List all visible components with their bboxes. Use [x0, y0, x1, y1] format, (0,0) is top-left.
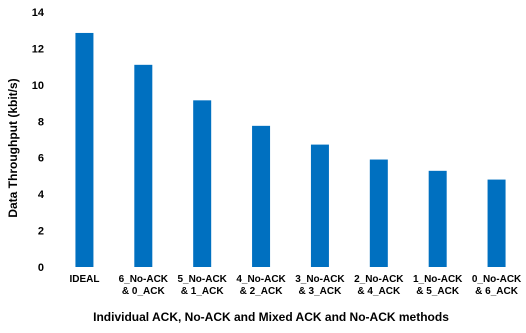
x-tick-label: 4_No-ACK & 2_ACK [236, 274, 286, 297]
x-tick-label: 6_No-ACK & 0_ACK [119, 274, 169, 297]
bar [487, 179, 506, 267]
bar [310, 144, 329, 267]
y-tick-label: 8 [38, 116, 44, 128]
y-tick-label: 6 [38, 153, 44, 165]
x-axis-ticks: IDEAL 6_No-ACK & 0_ACK 5_No-ACK & 1_ACK 4_No-… [69, 274, 522, 297]
y-axis-ticks: 0 2 4 6 8 10 12 14 [32, 7, 45, 274]
bar [428, 170, 447, 267]
bar [369, 159, 388, 267]
y-tick-label: 2 [38, 226, 44, 238]
bars-group [75, 32, 506, 268]
bar [134, 64, 153, 267]
bar [193, 100, 212, 267]
y-tick-label: 10 [32, 80, 44, 92]
x-tick-label: 1_No-ACK & 5_ACK [413, 274, 463, 297]
bar [252, 125, 271, 267]
x-tick-label: IDEAL [69, 274, 99, 285]
x-tick-label: 3_No-ACK & 3_ACK [295, 274, 345, 297]
x-axis-label: Individual ACK, No-ACK and Mixed ACK and… [93, 310, 449, 324]
x-tick-label: 2_No-ACK & 4_ACK [354, 274, 404, 297]
x-tick-label: 5_No-ACK & 1_ACK [177, 274, 227, 297]
y-tick-label: 14 [32, 7, 45, 19]
y-tick-label: 0 [38, 262, 44, 274]
x-tick-label: 0_No-ACK & 6_ACK [472, 274, 522, 297]
y-axis-label: Data Throughput (kbit/s) [6, 78, 20, 217]
y-tick-label: 4 [38, 189, 45, 201]
y-tick-label: 12 [32, 43, 44, 55]
bar [75, 32, 94, 268]
